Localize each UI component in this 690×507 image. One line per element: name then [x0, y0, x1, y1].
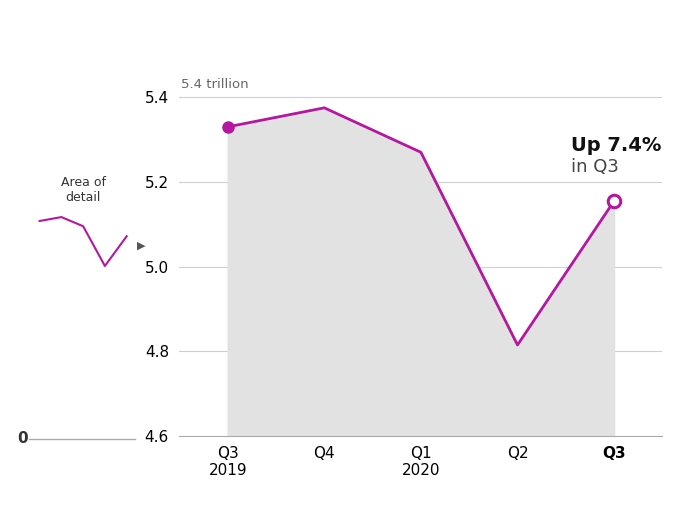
- Text: ▶: ▶: [137, 240, 145, 250]
- Text: Area of
detail: Area of detail: [61, 175, 106, 204]
- Text: 5.4 trillion: 5.4 trillion: [181, 78, 249, 91]
- Text: Up 7.4%: Up 7.4%: [571, 136, 661, 156]
- Text: 0: 0: [17, 431, 28, 446]
- Text: in Q3: in Q3: [571, 158, 618, 176]
